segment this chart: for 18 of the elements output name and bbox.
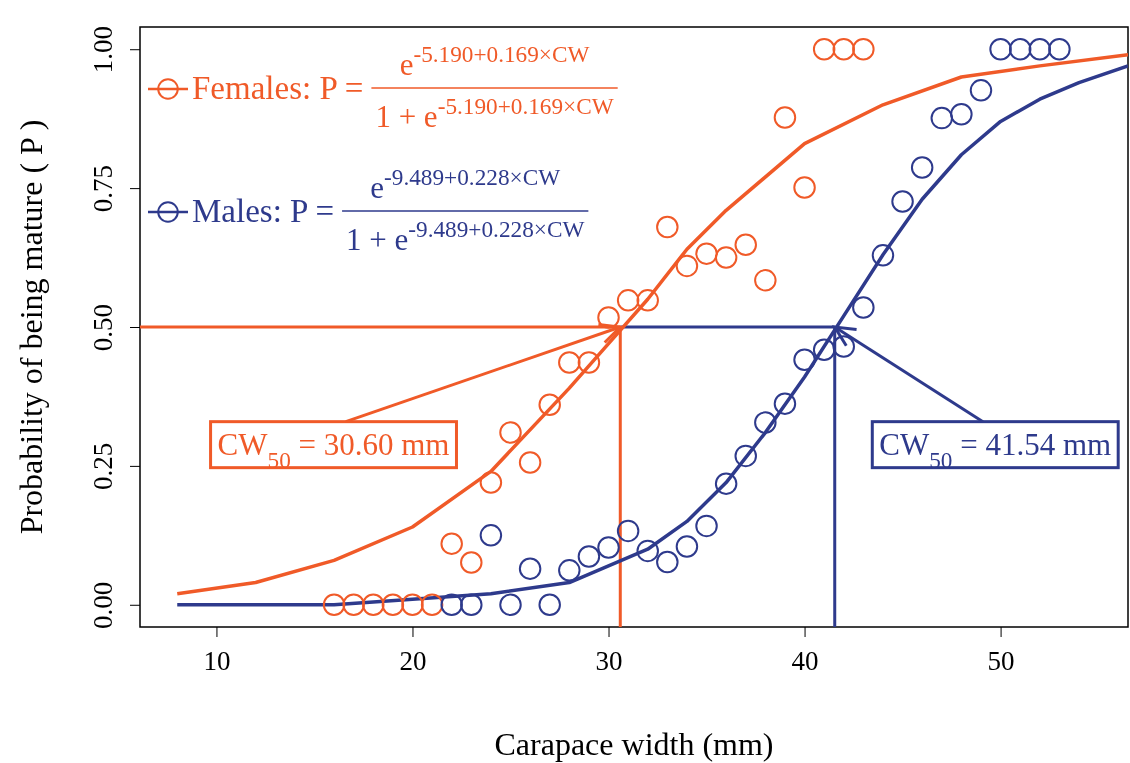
y-axis-title: Probability of being mature ( P )	[13, 119, 49, 535]
y-tick-label: 0.50	[88, 303, 118, 352]
y-tick-label: 1.00	[88, 26, 118, 74]
x-tick-label: 40	[791, 645, 819, 676]
legend-label: Females: P =	[192, 70, 364, 106]
x-tick-label: 10	[203, 645, 231, 676]
y-tick-label: 0.75	[88, 164, 118, 213]
x-tick-label: 50	[987, 645, 1015, 676]
annotation: 1 + e$^{-5.190+0.169×CW}$	[375, 93, 614, 134]
x-axis-title: Carapace width (mm)	[494, 726, 774, 762]
legend-label: Males: P =	[192, 193, 335, 229]
annotation: 1 + e$^{-9.489+0.228×CW}$	[346, 216, 585, 257]
x-tick-label: 30	[595, 645, 623, 676]
y-tick-label: 0.25	[88, 442, 118, 491]
annotation: e$^{-5.190+0.169×CW}$	[399, 41, 590, 82]
annotation: e$^{-9.489+0.228×CW}$	[370, 164, 561, 205]
x-tick-label: 20	[399, 645, 427, 676]
y-tick-label: 0.00	[88, 581, 118, 629]
